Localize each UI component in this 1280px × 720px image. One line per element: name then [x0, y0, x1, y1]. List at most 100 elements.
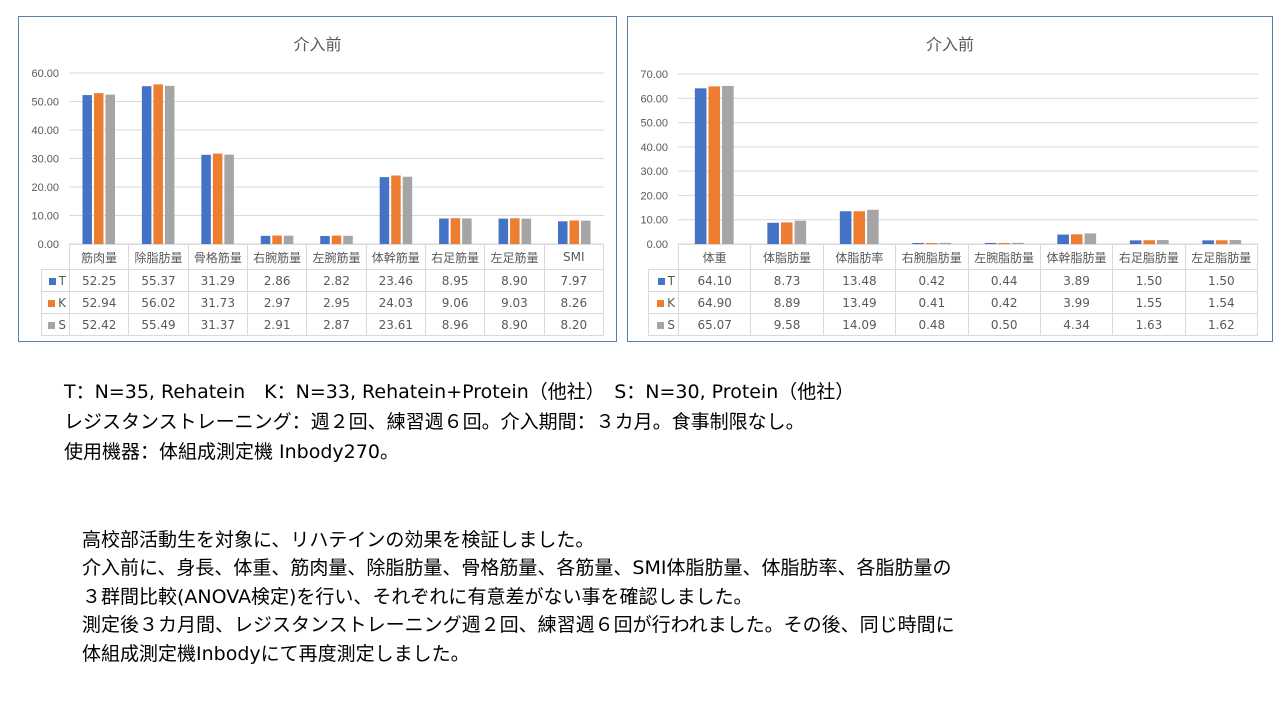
data-label: 2.95: [306, 291, 367, 314]
category-label: 体幹脂肪量: [1039, 244, 1114, 270]
bar-S: [867, 209, 879, 244]
data-label: 7.97: [543, 269, 605, 292]
note-line: レジスタンストレーニング：週２回、練習週６回。介入期間：３カ月。食事制限なし。: [64, 411, 805, 433]
table-row: K 64.90 8.89 13.49 0.41 0.42 3.99 1.55 1.54: [648, 291, 1259, 314]
y-tick-label: 40.00: [640, 142, 668, 154]
data-table: 筋肉量 除脂肪量 骨格筋量 右腕筋量 左腕筋量 体幹筋量 右足筋量 左足筋量 SMI T 52.25…: [41, 244, 605, 336]
data-label: 9.58: [750, 313, 824, 336]
bar-T: [498, 218, 509, 244]
bar-T: [1129, 240, 1142, 244]
description-line: 体組成測定機Inbodyにて再度測定しました。: [82, 643, 470, 665]
description-line: 高校部活動生を対象に、リハテインの効果を検証しました。: [82, 529, 595, 551]
chart-muscle: 介入前 0.00 10.00 20.00 30.00 40.00 50.00 60.00 筋肉…: [18, 16, 617, 342]
bar-T: [984, 242, 997, 244]
category-label: 体脂肪量: [750, 244, 824, 270]
bar-K: [212, 153, 223, 244]
bar-S: [794, 220, 807, 244]
category-label: 除脂肪量: [128, 244, 189, 270]
data-label: 9.03: [484, 291, 545, 314]
y-tick-label: 10.00: [640, 215, 668, 227]
series-name: K: [667, 295, 675, 310]
category-label: 骨格筋量: [187, 244, 248, 270]
bar-K: [780, 222, 793, 244]
bar-T: [694, 88, 707, 244]
series-name: T: [667, 273, 675, 288]
bar-K: [925, 243, 938, 244]
data-label: 24.03: [365, 291, 426, 314]
bar-T: [82, 95, 92, 245]
bar-T: [839, 211, 852, 244]
bar-K: [510, 218, 520, 244]
bar-S: [521, 218, 532, 244]
bar-T: [912, 242, 924, 244]
bar-T: [1057, 234, 1069, 244]
legend-swatch: [48, 277, 56, 285]
bar-T: [320, 235, 330, 244]
category-label: 左足脂肪量: [1184, 244, 1259, 270]
category-label: 左足筋量: [484, 244, 545, 270]
bar-K: [272, 235, 282, 244]
legend-entry: T: [648, 269, 679, 292]
bar-T: [201, 154, 211, 244]
bar-K: [391, 175, 401, 244]
data-label: 2.97: [246, 291, 308, 314]
data-label: 55.37: [128, 269, 189, 292]
data-label: 13.48: [822, 269, 897, 292]
data-label: 23.61: [365, 313, 426, 336]
bar-K: [998, 242, 1011, 244]
data-label: 64.90: [677, 291, 752, 314]
bar-S: [722, 85, 734, 244]
bar-S: [1229, 240, 1242, 244]
y-tick-label: 50.00: [31, 97, 59, 109]
y-tick-label: 50.00: [640, 118, 668, 130]
bar-S: [462, 218, 472, 244]
data-label: 31.29: [187, 269, 248, 292]
data-label: 1.62: [1184, 313, 1259, 336]
legend-entry: S: [648, 313, 679, 336]
data-label: 4.34: [1039, 313, 1114, 336]
data-label: 0.41: [895, 291, 969, 314]
data-label: 1.54: [1184, 291, 1259, 314]
data-label: 8.90: [484, 313, 545, 336]
series-name: K: [58, 295, 66, 310]
category-label: 体脂肪率: [822, 244, 897, 270]
bar-S: [1012, 242, 1024, 244]
data-label: 13.49: [822, 291, 897, 314]
data-label: 8.20: [543, 313, 605, 336]
data-label: 56.02: [128, 291, 189, 314]
data-label: 1.63: [1112, 313, 1186, 336]
data-label: 2.86: [246, 269, 308, 292]
legend-swatch: [657, 277, 665, 285]
series-name: T: [58, 273, 66, 288]
data-label: 52.25: [68, 269, 130, 292]
data-label: 1.55: [1112, 291, 1186, 314]
data-label: 3.89: [1039, 269, 1114, 292]
data-label: 0.44: [967, 269, 1041, 292]
data-label: 9.06: [424, 291, 486, 314]
bar-S: [343, 235, 353, 244]
data-label: 8.26: [543, 291, 605, 314]
bar-K: [331, 235, 342, 244]
category-label: 体幹筋量: [365, 244, 426, 270]
data-label: 8.89: [750, 291, 824, 314]
table-corner: [41, 244, 70, 270]
category-label: 右足脂肪量: [1112, 244, 1186, 270]
data-label: 65.07: [677, 313, 752, 336]
category-label: 左腕脂肪量: [967, 244, 1041, 270]
data-label: 14.09: [822, 313, 897, 336]
table-row: T 64.10 8.73 13.48 0.42 0.44 3.89 1.50 1.50: [648, 269, 1259, 292]
data-label: 2.91: [246, 313, 308, 336]
data-label: 23.46: [365, 269, 426, 292]
description-line: ３群間比較(ANOVA検定)を行い、それぞれに有意差がない事を確認しました。: [82, 586, 753, 608]
bar-T: [260, 235, 271, 244]
y-tick-label: 10.00: [31, 211, 59, 223]
y-tick-label: 20.00: [640, 190, 668, 202]
data-label: 3.99: [1039, 291, 1114, 314]
y-tick-label: 70.00: [640, 69, 668, 81]
bar-K: [450, 218, 461, 244]
y-tick-label: 30.00: [640, 166, 668, 178]
bar-K: [1070, 234, 1083, 244]
category-label: 右足筋量: [424, 244, 486, 270]
